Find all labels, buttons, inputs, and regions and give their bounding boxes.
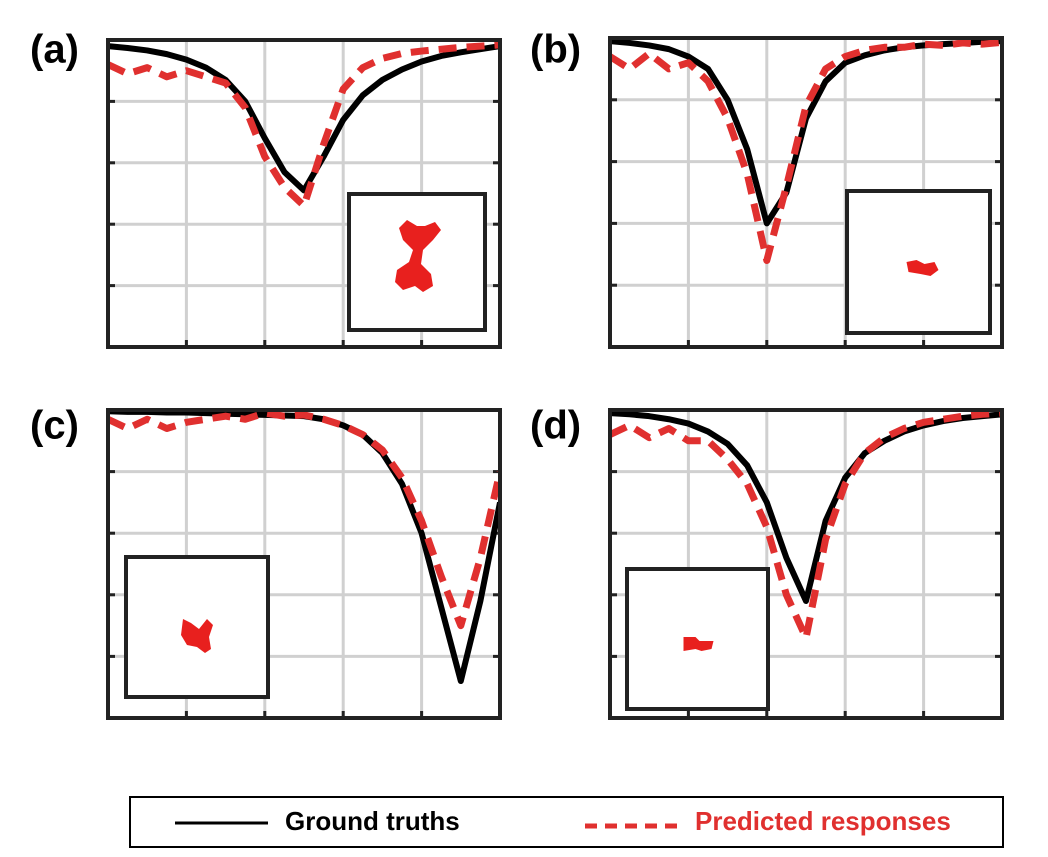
data-line [108,41,500,210]
legend-label: Predicted responses [695,806,951,836]
inset-shape [395,220,441,292]
plot-frame [608,36,1004,349]
plot-frame [106,408,502,720]
inset-shape [683,637,714,651]
data-line [108,43,500,194]
inset-shape [181,619,213,653]
plot-frame [106,38,502,349]
data-line [610,38,1002,264]
data-line [108,410,500,630]
inset-box [347,192,487,332]
inset-box [124,555,270,699]
legend-box [129,796,1004,848]
panel-label: (a) [30,28,79,72]
legend-label: Ground truths [285,806,460,836]
panel-label: (b) [530,28,581,72]
inset-shape [906,260,939,276]
panel-label: (c) [30,404,79,448]
plot-frame [608,408,1004,720]
inset-box [625,567,770,711]
data-line [610,410,1002,604]
panel-label: (d) [530,404,581,448]
